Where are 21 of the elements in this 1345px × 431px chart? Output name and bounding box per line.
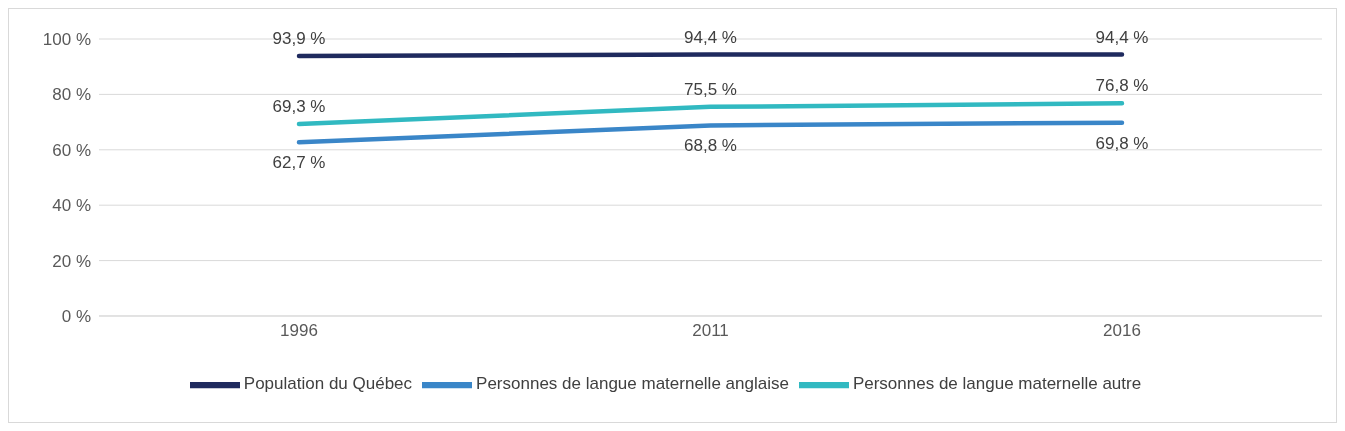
y-tick-label: 40 %	[52, 196, 91, 216]
x-tick-label: 2011	[692, 321, 729, 341]
data-label: 94,4 %	[684, 27, 737, 47]
data-label: 75,5 %	[684, 79, 737, 99]
legend-label: Population du Québec	[243, 374, 413, 394]
legend-label: Personnes de langue maternelle anglaise	[476, 374, 789, 394]
data-label: 69,8 %	[1095, 133, 1149, 153]
data-label: 76,8 %	[1095, 76, 1149, 96]
x-tick-label: 2016	[1103, 321, 1141, 341]
x-tick-label: 1996	[280, 321, 318, 341]
y-tick-label: 80 %	[52, 85, 91, 105]
y-tick-label: 0 %	[61, 307, 91, 327]
y-tick-label: 60 %	[52, 140, 91, 160]
data-label: 94,4 %	[1095, 27, 1149, 47]
data-label: 93,9 %	[272, 28, 326, 48]
data-label: 62,7 %	[272, 153, 326, 173]
y-tick-label: 100 %	[42, 30, 91, 50]
y-tick-label: 20 %	[52, 251, 91, 271]
data-label: 68,8 %	[684, 136, 737, 156]
legend-label: Personnes de langue maternelle autre	[852, 374, 1142, 394]
data-label: 69,3 %	[272, 97, 326, 117]
